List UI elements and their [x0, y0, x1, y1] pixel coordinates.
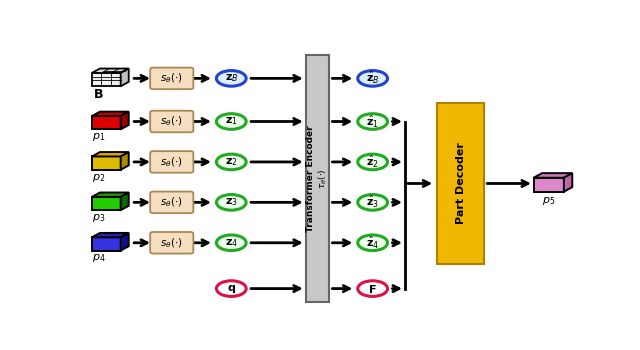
FancyBboxPatch shape — [437, 103, 484, 264]
Ellipse shape — [216, 114, 246, 129]
Polygon shape — [92, 112, 129, 116]
Ellipse shape — [216, 235, 246, 251]
Polygon shape — [92, 116, 121, 129]
Polygon shape — [121, 193, 129, 210]
Ellipse shape — [358, 71, 388, 86]
Text: $p_5$: $p_5$ — [542, 195, 556, 207]
Text: $\mathbf{z}_{B}$: $\mathbf{z}_{B}$ — [225, 72, 238, 84]
Ellipse shape — [216, 195, 246, 210]
Text: $\mathbf{z}_{3}$: $\mathbf{z}_{3}$ — [225, 196, 237, 208]
Ellipse shape — [358, 154, 388, 170]
Text: $\hat{\mathbf{z}}_{1}$: $\hat{\mathbf{z}}_{1}$ — [366, 113, 379, 130]
Polygon shape — [534, 178, 564, 192]
Polygon shape — [92, 156, 121, 170]
Polygon shape — [121, 69, 129, 86]
Polygon shape — [92, 73, 121, 86]
Polygon shape — [92, 193, 129, 197]
Text: $\hat{\mathbf{z}}_{B}$: $\hat{\mathbf{z}}_{B}$ — [366, 70, 380, 86]
Text: $\hat{\mathbf{z}}_{3}$: $\hat{\mathbf{z}}_{3}$ — [366, 194, 379, 210]
Text: $p_4$: $p_4$ — [92, 252, 106, 265]
Ellipse shape — [216, 71, 246, 86]
Ellipse shape — [358, 114, 388, 129]
Text: B: B — [94, 88, 104, 101]
Ellipse shape — [358, 195, 388, 210]
Ellipse shape — [216, 154, 246, 170]
Text: $s_{\theta}(\cdot)$: $s_{\theta}(\cdot)$ — [161, 115, 183, 128]
Polygon shape — [121, 112, 129, 129]
Text: Transformer Encoder
$\tau_{\theta}(\cdot)$: Transformer Encoder $\tau_{\theta}(\cdot… — [306, 125, 329, 232]
Text: $s_{\theta}(\cdot)$: $s_{\theta}(\cdot)$ — [161, 72, 183, 85]
Text: $\mathbf{q}$: $\mathbf{q}$ — [227, 282, 236, 295]
Text: $\mathbf{z}_{2}$: $\mathbf{z}_{2}$ — [225, 156, 237, 168]
Text: $s_{\theta}(\cdot)$: $s_{\theta}(\cdot)$ — [161, 236, 183, 250]
Text: $p_1$: $p_1$ — [92, 131, 106, 143]
Polygon shape — [92, 233, 129, 237]
Polygon shape — [121, 152, 129, 170]
FancyBboxPatch shape — [150, 191, 193, 213]
Polygon shape — [121, 233, 129, 251]
FancyBboxPatch shape — [150, 232, 193, 253]
Text: $p_3$: $p_3$ — [92, 212, 106, 224]
FancyBboxPatch shape — [150, 68, 193, 89]
Text: $p_2$: $p_2$ — [92, 172, 106, 184]
Text: $\hat{\mathbf{z}}_{4}$: $\hat{\mathbf{z}}_{4}$ — [366, 235, 380, 251]
Text: $s_{\theta}(\cdot)$: $s_{\theta}(\cdot)$ — [161, 196, 183, 209]
Text: $\hat{\mathbf{z}}_{2}$: $\hat{\mathbf{z}}_{2}$ — [366, 154, 379, 170]
Text: $\mathbf{z}_{1}$: $\mathbf{z}_{1}$ — [225, 116, 237, 127]
Polygon shape — [92, 237, 121, 251]
Polygon shape — [92, 152, 129, 156]
FancyBboxPatch shape — [306, 55, 330, 302]
Polygon shape — [92, 69, 129, 73]
Ellipse shape — [358, 235, 388, 251]
FancyBboxPatch shape — [150, 151, 193, 173]
Polygon shape — [92, 197, 121, 210]
Ellipse shape — [358, 281, 388, 296]
FancyBboxPatch shape — [150, 111, 193, 132]
Ellipse shape — [216, 281, 246, 296]
Text: $s_{\theta}(\cdot)$: $s_{\theta}(\cdot)$ — [161, 155, 183, 169]
Text: $\mathbf{F}$: $\mathbf{F}$ — [369, 282, 377, 295]
Polygon shape — [564, 173, 572, 192]
Polygon shape — [534, 173, 572, 178]
Text: $\mathbf{z}_{4}$: $\mathbf{z}_{4}$ — [225, 237, 238, 249]
Text: Part Decoder: Part Decoder — [456, 142, 466, 224]
